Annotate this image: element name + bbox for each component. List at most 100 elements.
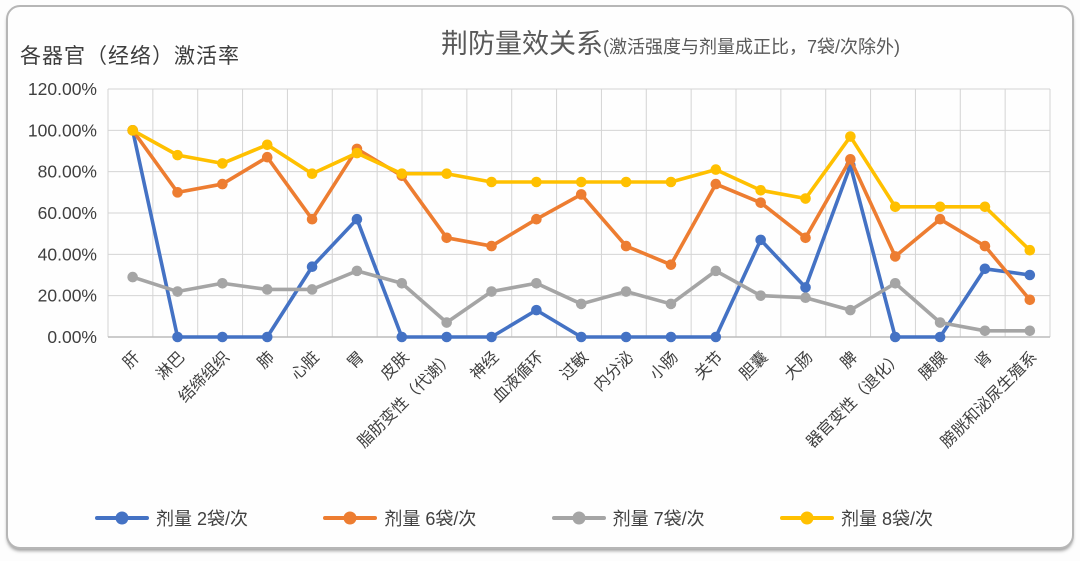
y-axis-title: 各器官（经络）激活率	[20, 45, 240, 68]
data-point-0-13	[710, 331, 722, 343]
data-point-2-12	[665, 298, 677, 310]
data-point-2-3	[261, 284, 273, 295]
data-point-3-1	[172, 149, 183, 161]
data-point-3-19	[979, 201, 991, 213]
data-point-3-4	[306, 168, 318, 180]
data-point-0-5	[351, 213, 363, 225]
data-point-3-12	[665, 176, 677, 188]
data-point-2-9	[531, 277, 542, 289]
data-point-1-3	[261, 151, 273, 163]
y-tick-label: 0.00%	[47, 327, 97, 347]
data-point-2-19	[979, 325, 991, 337]
data-point-2-1	[172, 286, 183, 297]
data-point-0-3	[261, 331, 273, 343]
data-point-3-14	[755, 184, 766, 196]
data-point-2-14	[755, 290, 766, 301]
legend-item-3: 剂量 8袋/次	[779, 505, 933, 531]
data-point-2-5	[351, 265, 363, 277]
chart-title-main: 荆防量效关系	[441, 29, 603, 59]
data-point-0-15	[800, 282, 811, 293]
data-point-1-12	[665, 259, 677, 270]
data-point-3-9	[531, 176, 542, 188]
y-tick-label: 80.00%	[38, 162, 97, 182]
legend-line-marker-icon	[779, 511, 834, 525]
data-point-0-8	[486, 331, 497, 343]
data-point-3-15	[800, 193, 811, 204]
data-point-1-16	[845, 153, 856, 165]
x-category-label: 皮肤	[377, 348, 412, 383]
data-point-0-6	[396, 331, 408, 343]
data-point-3-16	[845, 131, 856, 142]
x-category-label: 淋巴	[153, 348, 188, 383]
data-point-2-15	[800, 292, 811, 304]
data-point-2-18	[934, 317, 946, 328]
data-point-3-17	[889, 201, 901, 213]
x-category-label: 关节	[691, 348, 726, 383]
legend-item-2: 剂量 7袋/次	[551, 505, 705, 531]
data-point-2-6	[396, 277, 408, 289]
data-point-1-15	[800, 232, 811, 244]
data-point-1-11	[620, 240, 632, 252]
data-point-3-13	[710, 164, 722, 175]
data-point-0-19	[979, 263, 991, 275]
y-tick-label: 120.00%	[28, 79, 97, 99]
legend-line-marker-icon	[323, 511, 378, 525]
data-point-2-2	[217, 277, 228, 289]
data-point-1-10	[575, 189, 587, 200]
data-point-0-12	[665, 331, 677, 343]
data-point-1-1	[172, 187, 183, 198]
legend-label: 剂量 2袋/次	[156, 509, 249, 529]
data-point-2-10	[575, 298, 587, 310]
data-point-3-11	[620, 176, 632, 188]
data-point-1-13	[710, 178, 722, 190]
data-point-3-2	[217, 158, 228, 169]
data-point-1-4	[306, 213, 318, 225]
x-category-label: 小肠	[646, 348, 681, 383]
data-point-0-20	[1024, 269, 1036, 281]
x-category-label: 肺	[254, 348, 278, 372]
x-category-label: 肾	[972, 348, 996, 372]
data-point-1-8	[486, 240, 497, 252]
data-point-1-19	[979, 240, 991, 252]
legend-label: 剂量 8袋/次	[840, 509, 933, 529]
x-category-label: 内分泌	[590, 348, 637, 395]
data-point-2-11	[620, 286, 632, 297]
y-tick-label: 40.00%	[38, 244, 97, 264]
data-point-0-18	[934, 331, 946, 343]
legend-label: 剂量 6袋/次	[384, 509, 477, 529]
data-point-2-4	[306, 284, 318, 295]
x-category-label: 脾	[837, 348, 861, 372]
data-point-2-8	[486, 286, 497, 297]
legend-dot-icon	[343, 511, 357, 525]
line-chart-canvas: 120.00% 100.00% 80.00% 60.00% 40.00% 20.00% 0.…	[28, 79, 1051, 451]
legend-dot-icon	[800, 511, 814, 525]
data-point-2-7	[441, 317, 452, 328]
data-point-0-2	[217, 331, 228, 343]
legend-label: 剂量 7袋/次	[612, 509, 705, 529]
x-category-label: 心脏	[288, 348, 323, 383]
data-point-2-0	[127, 271, 138, 283]
legend-dot-icon	[115, 511, 129, 525]
data-point-3-0	[127, 125, 138, 136]
x-category-label: 胆囊	[736, 348, 771, 383]
data-point-0-14	[755, 234, 766, 246]
data-point-3-5	[351, 147, 363, 159]
data-point-3-20	[1024, 244, 1036, 256]
data-point-3-7	[441, 168, 452, 180]
x-category-label: 过敏	[557, 348, 592, 383]
legend-line-marker-icon	[95, 511, 149, 525]
data-point-1-14	[755, 197, 766, 208]
legend-item-0: 剂量 2袋/次	[95, 505, 248, 531]
data-point-3-8	[486, 176, 497, 188]
data-point-3-3	[261, 139, 273, 151]
data-point-0-1	[172, 331, 183, 343]
data-point-1-2	[217, 178, 228, 190]
data-point-0-10	[575, 331, 587, 343]
data-point-2-20	[1024, 325, 1036, 337]
data-point-3-10	[575, 176, 587, 188]
chart-title: 荆防量效关系(激活强度与剂量成正比，7袋/次除外)	[441, 22, 900, 61]
data-point-3-6	[396, 168, 408, 180]
data-point-2-17	[889, 277, 901, 289]
data-point-0-7	[441, 331, 452, 343]
legend: 剂量 2袋/次 剂量 6袋/次 剂量 7袋/次 剂量 8袋/次	[95, 505, 933, 531]
